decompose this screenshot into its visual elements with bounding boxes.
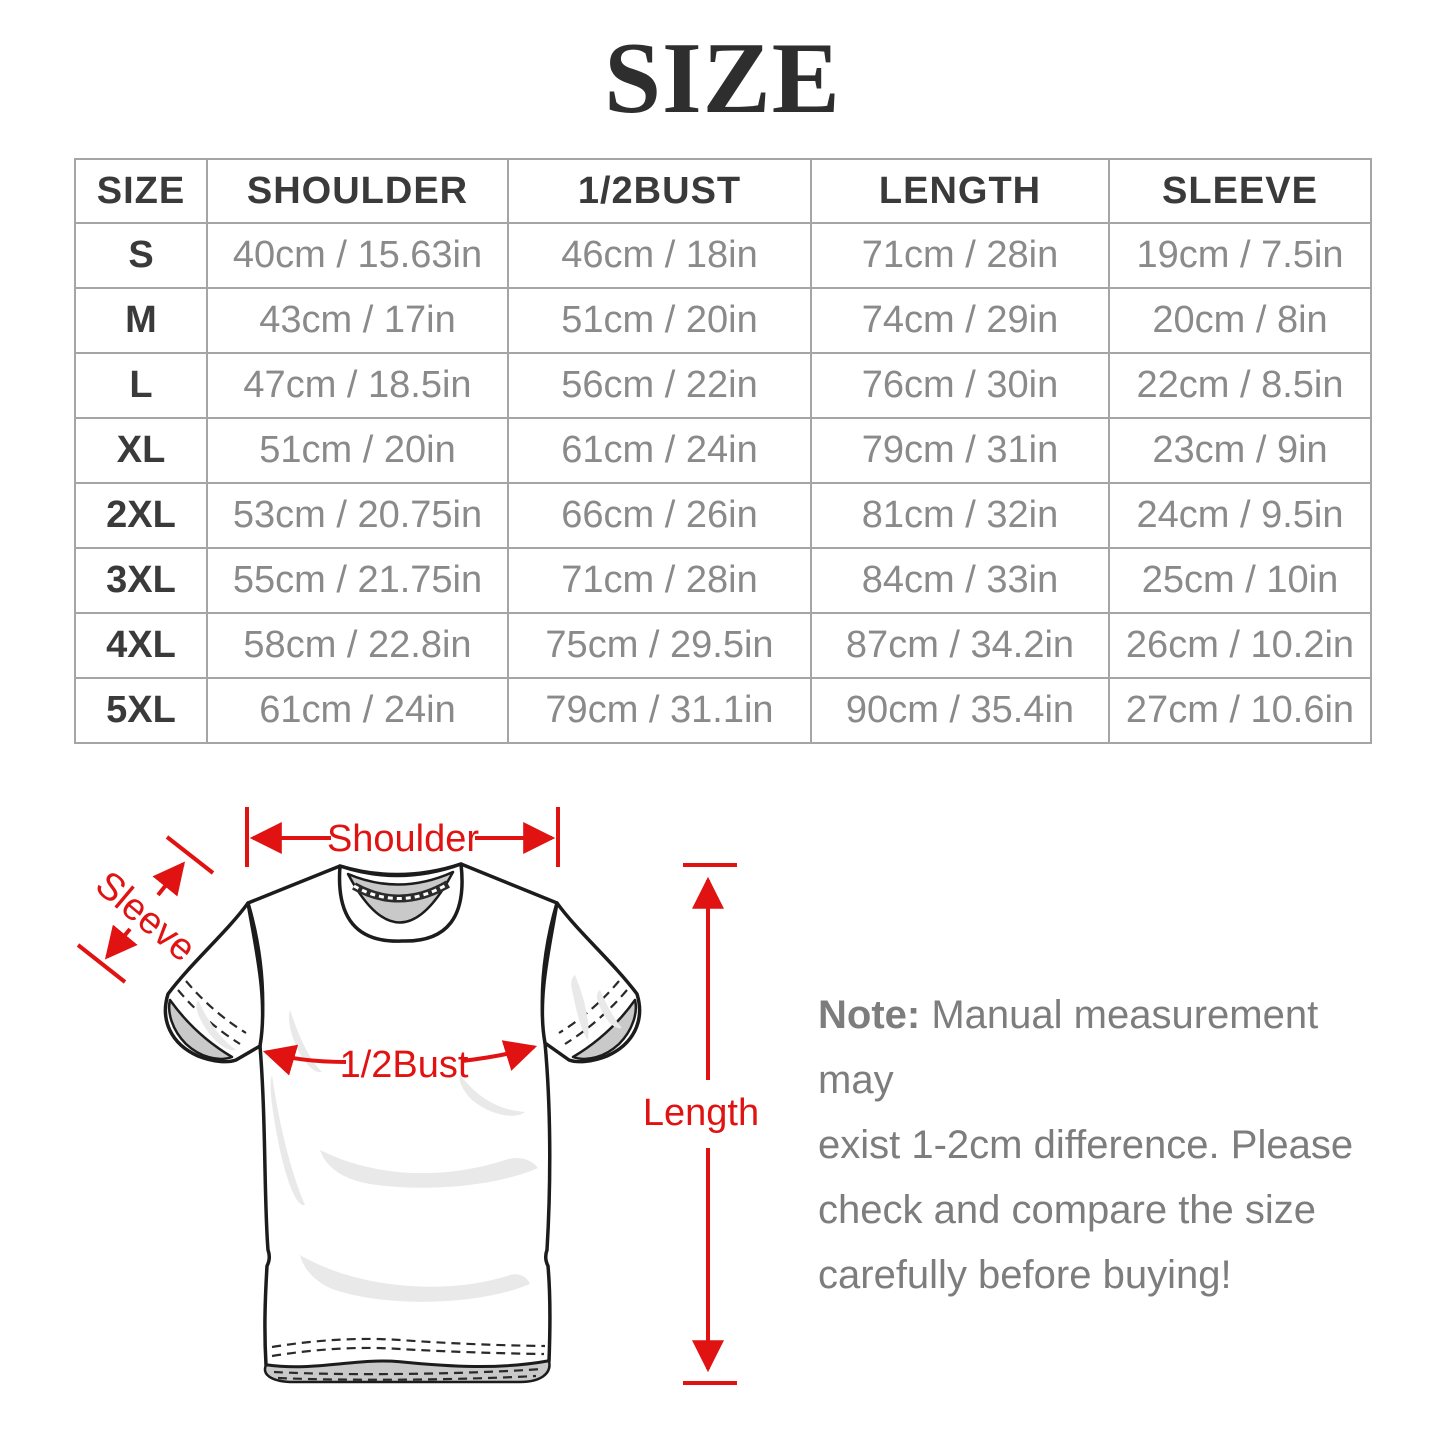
length-cell: 84cm / 33in [810, 547, 1110, 614]
wrinkle-shading [596, 990, 622, 1029]
sleeve-cell: 20cm / 8in [1108, 287, 1372, 354]
shoulder-cell: 58cm / 22.8in [206, 612, 509, 679]
column-header-shoulder: SHOULDER [206, 158, 509, 224]
note-label: Note: [818, 993, 921, 1037]
table-row: 3XL 55cm / 21.75in 71cm / 28in 84cm / 33… [74, 547, 1372, 614]
wrinkle-shading [300, 1255, 530, 1302]
column-header-sleeve: SLEEVE [1108, 158, 1372, 224]
column-header-size: SIZE [74, 158, 208, 224]
shoulder-cell: 51cm / 20in [206, 417, 509, 484]
hem-stitching [271, 1337, 546, 1349]
wrinkle-shading [196, 1000, 236, 1051]
shoulder-cell: 55cm / 21.75in [206, 547, 509, 614]
sleeve-label: Sleeve [87, 863, 203, 970]
sleeve-cell: 27cm / 10.6in [1108, 677, 1372, 744]
table-row: 2XL 53cm / 20.75in 66cm / 26in 81cm / 32… [74, 482, 1372, 549]
measurement-note: Note: Manual measurement may exist 1-2cm… [818, 983, 1393, 1308]
sleeve-tick-top [165, 835, 215, 875]
right-cuff-stitching [564, 989, 628, 1045]
bust-cell: 61cm / 24in [507, 417, 812, 484]
right-cuff-underside [571, 998, 637, 1061]
left-cuff-underside [168, 998, 234, 1061]
bust-cell: 46cm / 18in [507, 222, 812, 289]
shoulder-cell: 47cm / 18.5in [206, 352, 509, 419]
bust-cell: 51cm / 20in [507, 287, 812, 354]
size-table: SIZE SHOULDER 1/2BUST LENGTH SLEEVE S 40… [74, 158, 1372, 744]
bust-cell: 79cm / 31.1in [507, 677, 812, 744]
left-cuff-stitching [177, 989, 241, 1045]
wrinkle-shading [320, 1150, 538, 1188]
sleeve-cell: 22cm / 8.5in [1108, 352, 1372, 419]
note-text: Manual measurement may [818, 993, 1319, 1102]
sleeve-arrow-up [152, 861, 186, 897]
length-cell: 74cm / 29in [810, 287, 1110, 354]
size-cell: S [74, 222, 208, 289]
wrinkle-shading [459, 1075, 525, 1116]
note-line: exist 1-2cm difference. Please [818, 1123, 1354, 1167]
size-cell: 2XL [74, 482, 208, 549]
wrinkle-shading [571, 975, 589, 1040]
table-row: L 47cm / 18.5in 56cm / 22in 76cm / 30in … [74, 352, 1372, 419]
length-cell: 76cm / 30in [810, 352, 1110, 419]
bust-cell: 75cm / 29.5in [507, 612, 812, 679]
shoulder-cell: 40cm / 15.63in [206, 222, 509, 289]
size-cell: L [74, 352, 208, 419]
shoulder-cell: 53cm / 20.75in [206, 482, 509, 549]
table-row: 5XL 61cm / 24in 79cm / 31.1in 90cm / 35.… [74, 677, 1372, 744]
size-cell: 3XL [74, 547, 208, 614]
size-cell: XL [74, 417, 208, 484]
column-header-length: LENGTH [810, 158, 1110, 224]
length-label: Length [643, 1092, 759, 1134]
hem-stitching [273, 1367, 543, 1376]
size-cell: 5XL [74, 677, 208, 744]
bust-arrow-left [262, 1044, 347, 1076]
length-cell: 87cm / 34.2in [810, 612, 1110, 679]
shoulder-cell: 43cm / 17in [206, 287, 509, 354]
sleeve-cell: 26cm / 10.2in [1108, 612, 1372, 679]
table-header-row: SIZE SHOULDER 1/2BUST LENGTH SLEEVE [74, 158, 1372, 224]
page-title: SIZE [604, 22, 841, 135]
left-cuff-stitching [185, 980, 247, 1034]
table-row: XL 51cm / 20in 61cm / 24in 79cm / 31in 2… [74, 417, 1372, 484]
column-header-bust: 1/2BUST [507, 158, 812, 224]
shoulder-label: Shoulder [327, 818, 479, 860]
tshirt-hem-underlayer [263, 1359, 551, 1384]
sleeve-cell: 25cm / 10in [1108, 547, 1372, 614]
shoulder-cell: 61cm / 24in [206, 677, 509, 744]
right-cuff-stitching [558, 980, 620, 1034]
bust-cell: 66cm / 26in [507, 482, 812, 549]
length-cell: 79cm / 31in [810, 417, 1110, 484]
tshirt-illustration [163, 862, 642, 1384]
note-line: carefully before buying! [818, 1253, 1232, 1297]
note-line: Note: Manual measurement may [818, 983, 1393, 1113]
table-row: S 40cm / 15.63in 46cm / 18in 71cm / 28in… [74, 222, 1372, 289]
table-row: 4XL 58cm / 22.8in 75cm / 29.5in 87cm / 3… [74, 612, 1372, 679]
note-line: check and compare the size [818, 1188, 1317, 1232]
hem-stitching [271, 1346, 545, 1358]
sleeve-tick-bottom [76, 943, 127, 984]
length-cell: 90cm / 35.4in [810, 677, 1110, 744]
collar-stitch-dashes [353, 882, 449, 900]
sleeve-cell: 23cm / 9in [1108, 417, 1372, 484]
sleeve-arrow-down [104, 924, 138, 960]
sleeve-cell: 24cm / 9.5in [1108, 482, 1372, 549]
length-cell: 81cm / 32in [810, 482, 1110, 549]
bust-arrow-right [461, 1040, 538, 1071]
bust-label: 1/2Bust [340, 1044, 469, 1086]
bust-cell: 71cm / 28in [507, 547, 812, 614]
hem-stitching [277, 1374, 537, 1381]
sleeve-cell: 19cm / 7.5in [1108, 222, 1372, 289]
table-row: M 43cm / 17in 51cm / 20in 74cm / 29in 20… [74, 287, 1372, 354]
size-cell: M [74, 287, 208, 354]
tshirt-measurement-diagram: Shoulder Sleeve 1/2Bust Length [76, 807, 759, 1385]
length-cell: 71cm / 28in [810, 222, 1110, 289]
bust-cell: 56cm / 22in [507, 352, 812, 419]
size-cell: 4XL [74, 612, 208, 679]
